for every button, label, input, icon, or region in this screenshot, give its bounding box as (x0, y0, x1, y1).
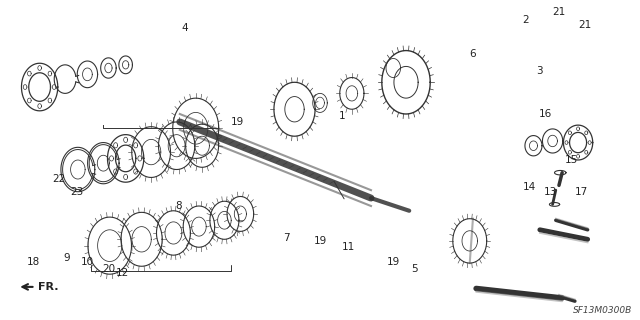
Text: 19: 19 (314, 236, 326, 246)
Text: 22: 22 (52, 174, 65, 184)
Text: 10: 10 (81, 257, 94, 267)
Text: 20: 20 (102, 264, 115, 275)
Text: 5: 5 (411, 264, 418, 275)
Text: 1: 1 (339, 111, 346, 121)
Text: 14: 14 (522, 182, 536, 192)
Text: 4: 4 (182, 23, 188, 33)
Text: 3: 3 (536, 66, 543, 76)
Text: 17: 17 (575, 187, 588, 197)
Text: 15: 15 (565, 155, 579, 165)
Text: 23: 23 (70, 187, 83, 197)
Text: 2: 2 (522, 15, 529, 25)
Text: 19: 19 (230, 117, 244, 127)
Text: 19: 19 (387, 257, 400, 267)
Text: 11: 11 (342, 242, 355, 252)
Text: 9: 9 (63, 253, 70, 263)
Text: 18: 18 (27, 257, 40, 267)
Text: FR.: FR. (22, 282, 59, 292)
Text: 21: 21 (552, 7, 566, 18)
Text: 7: 7 (284, 233, 290, 243)
Text: 16: 16 (538, 109, 552, 119)
Text: 12: 12 (116, 268, 129, 278)
Text: 6: 6 (470, 49, 476, 59)
Text: 21: 21 (578, 20, 591, 30)
Text: 13: 13 (544, 187, 557, 197)
Text: 8: 8 (175, 201, 182, 211)
Text: SF13M0300B: SF13M0300B (573, 307, 632, 316)
